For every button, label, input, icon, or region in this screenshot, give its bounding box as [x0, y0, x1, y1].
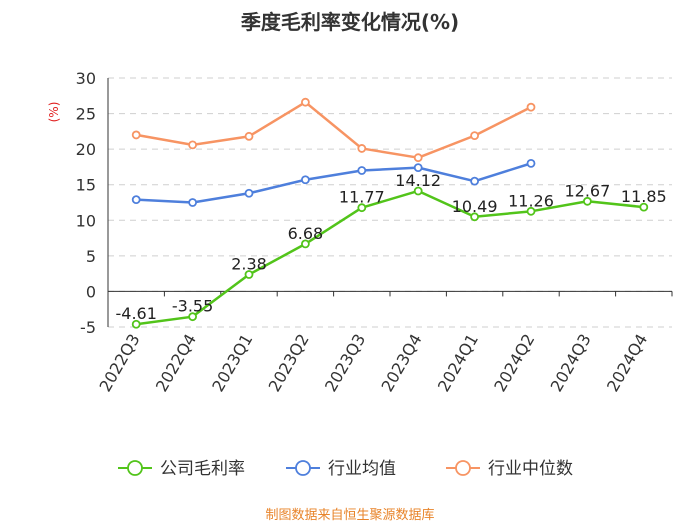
data-point — [470, 176, 480, 186]
data-point — [583, 196, 592, 206]
data-label: 6.68 — [288, 224, 324, 243]
data-point — [300, 175, 310, 185]
y-axis-label: (%) — [47, 102, 61, 123]
x-tick-label: 2024Q1 — [434, 330, 482, 394]
data-label: 11.77 — [339, 188, 385, 207]
data-point — [526, 206, 536, 216]
series-line — [136, 189, 644, 326]
data-point — [526, 158, 536, 168]
y-tick-label: 5 — [86, 247, 96, 266]
chart-title: 季度毛利率变化情况(%) — [240, 10, 459, 34]
data-point — [526, 102, 536, 112]
data-point — [188, 140, 198, 150]
data-label: 11.85 — [621, 187, 667, 206]
y-tick-label: 20 — [76, 140, 96, 159]
data-point — [357, 203, 367, 213]
data-point — [413, 186, 423, 196]
data-point — [470, 212, 480, 222]
data-label: -3.55 — [172, 297, 213, 316]
data-point — [300, 239, 310, 249]
x-tick-label: 2022Q4 — [152, 331, 200, 395]
data-point — [357, 166, 367, 175]
source-note: 制图数据来自恒生聚源数据库 — [265, 507, 434, 523]
data-point — [639, 202, 649, 212]
data-point — [131, 130, 141, 140]
data-labels: -4.61 -3.55 2.38 6.68 11.77 14.12 10.49 11.26 12… — [115, 171, 666, 323]
data-point — [131, 319, 141, 329]
legend: 公司毛利率 行业均值 行业中位数 — [118, 459, 573, 479]
data-point — [470, 131, 480, 141]
data-point — [300, 97, 310, 107]
series-line — [136, 162, 532, 204]
x-tick-label: 2023Q2 — [265, 331, 313, 395]
data-point — [413, 163, 423, 173]
legend-marker — [295, 460, 311, 476]
x-tick-label: 2023Q1 — [208, 331, 256, 395]
y-tick-label: 10 — [76, 211, 96, 230]
y-tick-label: 30 — [76, 69, 96, 88]
data-point — [244, 270, 254, 279]
x-tick-label: 2022Q3 — [95, 331, 143, 395]
x-tick-label: 2023Q4 — [377, 331, 425, 395]
x-tick-label: 2024Q2 — [490, 331, 538, 395]
data-label: 11.26 — [508, 191, 554, 210]
data-point — [244, 131, 254, 141]
y-tick-label: 15 — [76, 176, 96, 195]
legend-label: 公司毛利率 — [160, 459, 245, 479]
x-tick-label: 2024Q4 — [603, 331, 651, 395]
legend-marker — [455, 460, 471, 476]
legend-label: 行业中位数 — [488, 459, 573, 479]
series-line — [135, 100, 532, 159]
data-point — [131, 195, 141, 205]
x-tick-label: 2023Q3 — [321, 331, 369, 395]
series-layer — [131, 97, 649, 329]
y-tick-label: -5 — [80, 318, 96, 337]
data-label: 2.38 — [231, 254, 267, 273]
data-label: 14.12 — [395, 171, 441, 190]
data-label: 10.49 — [452, 197, 498, 216]
data-point — [413, 153, 423, 163]
legend-label: 行业均值 — [328, 459, 396, 479]
data-point — [244, 188, 254, 198]
y-tick-label: 0 — [86, 282, 96, 301]
x-tick-label: 2024Q3 — [547, 331, 595, 395]
data-label: -4.61 — [115, 304, 156, 323]
data-label: 12.67 — [564, 181, 610, 200]
data-point — [357, 144, 367, 153]
legend-marker — [127, 460, 143, 476]
data-point — [188, 312, 198, 322]
data-point — [188, 198, 198, 207]
y-tick-label: 25 — [76, 105, 96, 124]
